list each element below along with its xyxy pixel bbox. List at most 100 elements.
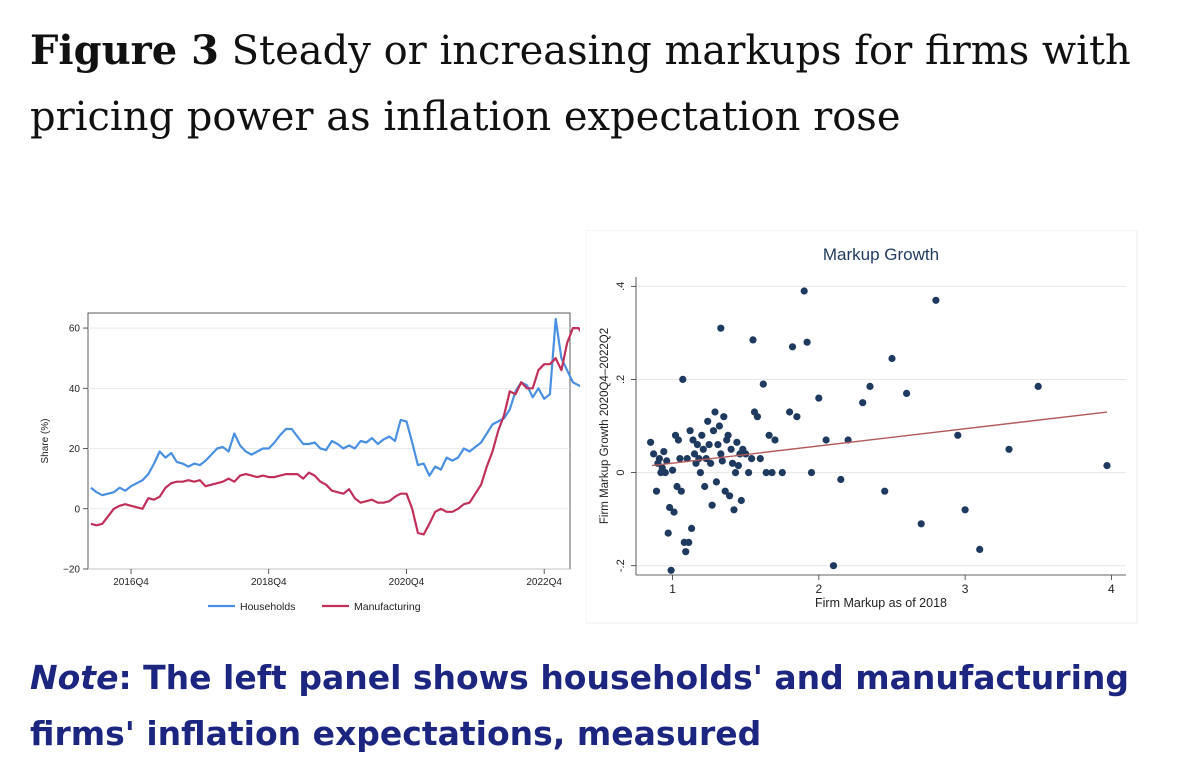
scatter-point [726,492,734,500]
scatter-point [917,520,925,528]
note-text: Note: The left panel shows households' a… [30,650,1160,762]
y-tick-label: 20 [69,444,81,455]
scatter-point [717,324,725,332]
note-body: : The left panel shows households' and m… [30,658,1129,753]
scatter-point [881,487,889,495]
legend-label-households: Households [240,601,295,613]
scatter-point [800,287,808,295]
scatter-point [721,487,729,495]
scatter-point [708,501,716,509]
chart-background [586,230,1138,624]
scatter-point [718,457,726,465]
scatter-point [745,469,753,477]
scatter-point [837,475,845,484]
left-line-chart: −20 0 20 40 60 2016Q4 2018Q4 2020Q4 2022Q4 Share … [40,312,580,613]
scatter-point [1103,462,1111,470]
scatter-point [677,487,685,495]
scatter-point [666,503,674,512]
scatter-point [664,529,672,537]
scatter-point [756,455,764,463]
scatter-point [768,469,776,477]
scatter-point [976,545,984,553]
scatter-point [759,380,767,388]
x-tick-label: 2022Q4 [526,577,562,588]
scatter-point [859,399,867,407]
right-scatter-chart: Markup Growth -.2 0 .2 .4 1 2 3 4 Firm Markup as … [586,230,1138,624]
scatter-point [655,455,663,463]
series-line-manufacturing [90,326,580,536]
scatter-point [682,548,690,556]
scatter-point [728,459,737,467]
scatter-point [709,427,718,435]
scatter-point [866,382,874,390]
scatter-point [803,338,811,346]
y-axis-label: Share (%) [40,418,51,463]
scatter-point [954,431,962,439]
scatter-point [695,455,703,463]
scatter-point [704,417,712,425]
scatter-point [1005,445,1013,453]
scatter-point [822,436,830,444]
scatter-point [786,408,794,416]
scatter-point [661,469,669,477]
scatter-point [669,466,677,474]
scatter-point [727,445,735,453]
scatter-point [660,448,668,456]
scatter-point [683,455,691,463]
figure-title-text: Steady or increasing markups for firms w… [30,28,1131,140]
scatter-point [647,438,655,446]
scatter-point [650,450,658,458]
x-tick-label: 3 [962,582,969,596]
scatter-point [730,506,738,514]
scatter-point [1034,382,1042,390]
scatter-point [711,408,719,416]
scatter-point [793,413,801,421]
y-tick-label: 0 [615,470,627,476]
scatter-point [807,469,816,477]
scatter-point [888,354,896,363]
scatter-point [701,482,709,491]
x-tick-label: 2018Q4 [251,577,287,588]
scatter-point [762,469,770,477]
scatter-point [712,478,720,486]
scatter-point [731,469,740,477]
scatter-point [715,422,723,430]
scatter-point [698,431,706,439]
scatter-point [679,375,687,383]
chart-title: Markup Growth [823,245,939,264]
x-tick-label: 2016Q4 [113,577,149,588]
scatter-point [771,436,779,444]
y-tick-label: -.2 [615,559,627,572]
scatter-point [829,562,838,570]
y-axis-label: Firm Markup Growth 2020Q4–2022Q2 [599,328,611,524]
scatter-point [686,427,694,435]
series-line-households [90,317,580,497]
scatter-point [749,336,757,344]
scatter-point [670,508,678,516]
legend-label-manufacturing: Manufacturing [354,601,421,613]
scatter-point [685,538,693,546]
figure-title: Figure 3 Steady or increasing markups fo… [30,18,1150,150]
y-tick-label: −20 [63,565,80,576]
scatter-point [765,431,773,439]
scatter-point [737,496,745,505]
scatter-point [676,455,684,463]
scatter-point [748,455,756,463]
scatter-point [696,469,704,477]
note-label: Note [30,658,119,697]
scatter-point [707,459,715,467]
x-tick-label: 2 [815,582,822,596]
scatter-point [674,436,682,444]
scatter-point [714,441,722,449]
y-tick-label: .4 [615,282,627,291]
scatter-point [720,413,728,421]
scatter-point [733,438,741,446]
scatter-point [705,441,713,449]
scatter-point [688,524,696,532]
scatter-point [815,394,823,402]
scatter-point [753,413,761,421]
figure-label: Figure 3 [30,27,219,74]
scatter-point [734,462,742,470]
y-tick-label: 0 [74,504,80,515]
scatter-point [699,445,707,453]
